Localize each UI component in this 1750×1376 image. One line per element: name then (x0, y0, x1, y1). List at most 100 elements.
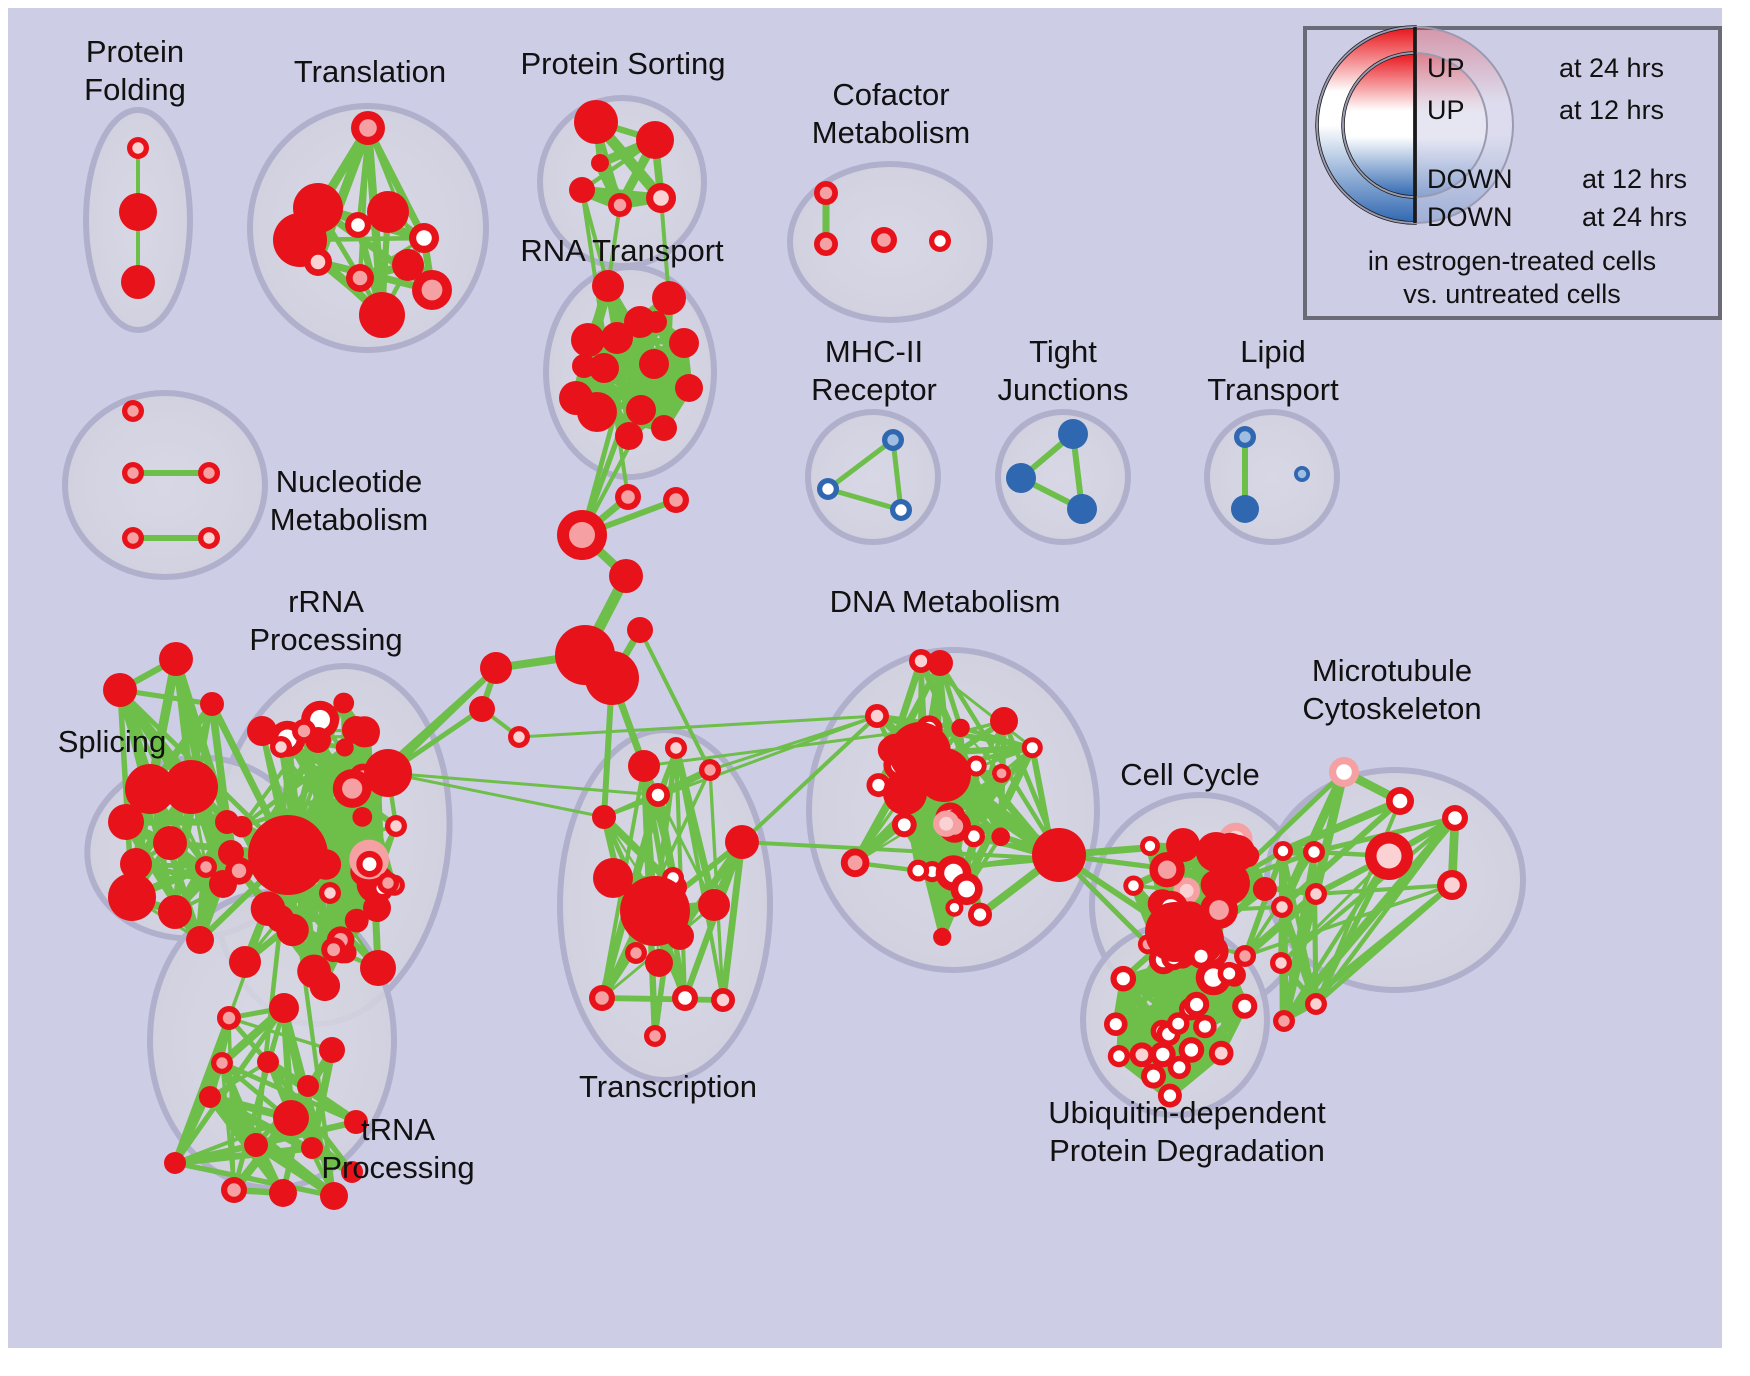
network-node[interactable] (1167, 1055, 1192, 1080)
network-node[interactable] (1178, 1037, 1205, 1063)
network-node[interactable] (344, 1110, 368, 1134)
network-node[interactable] (108, 804, 144, 840)
network-node[interactable] (1157, 1083, 1182, 1108)
network-node[interactable] (195, 856, 217, 878)
network-node[interactable] (646, 183, 676, 213)
network-node[interactable] (711, 988, 735, 1012)
network-node[interactable] (269, 993, 299, 1023)
network-node[interactable] (217, 1006, 241, 1030)
network-node[interactable] (814, 232, 838, 256)
network-node[interactable] (221, 1177, 247, 1203)
network-node[interactable] (1149, 852, 1185, 888)
network-node[interactable] (871, 227, 897, 253)
network-node[interactable] (644, 1025, 666, 1047)
network-node[interactable] (840, 848, 870, 878)
network-node[interactable] (1365, 832, 1413, 880)
network-node[interactable] (319, 882, 341, 904)
network-node[interactable] (883, 771, 927, 815)
network-node[interactable] (333, 692, 355, 714)
network-node[interactable] (672, 985, 698, 1011)
network-node[interactable] (865, 704, 889, 728)
network-node[interactable] (572, 354, 596, 378)
network-node[interactable] (592, 270, 624, 302)
network-node[interactable] (882, 429, 904, 451)
network-node[interactable] (342, 716, 370, 744)
network-node[interactable] (569, 177, 595, 203)
network-node[interactable] (121, 265, 155, 299)
network-node[interactable] (292, 719, 316, 743)
network-node[interactable] (247, 716, 277, 746)
network-node[interactable] (352, 807, 373, 827)
network-node[interactable] (577, 392, 617, 432)
network-node[interactable] (364, 749, 412, 797)
network-node[interactable] (615, 484, 641, 510)
network-node[interactable] (359, 292, 405, 338)
network-node[interactable] (351, 111, 385, 145)
network-node[interactable] (103, 673, 137, 707)
network-node[interactable] (301, 1137, 323, 1159)
network-node[interactable] (1129, 1042, 1155, 1068)
network-node[interactable] (153, 826, 187, 860)
network-node[interactable] (571, 323, 605, 357)
network-node[interactable] (297, 1075, 319, 1097)
network-node[interactable] (589, 353, 619, 383)
network-node[interactable] (725, 825, 759, 859)
network-node[interactable] (626, 395, 656, 425)
network-node[interactable] (1386, 787, 1414, 815)
network-node[interactable] (929, 230, 951, 252)
network-node[interactable] (1021, 737, 1043, 759)
network-node[interactable] (991, 827, 1010, 847)
network-node[interactable] (108, 873, 156, 921)
network-node[interactable] (122, 462, 144, 484)
cluster-ellipse-mhc-ii-receptor[interactable] (805, 409, 941, 545)
network-node[interactable] (248, 815, 328, 895)
network-node[interactable] (950, 872, 983, 906)
network-node[interactable] (332, 769, 372, 808)
network-node[interactable] (341, 1161, 363, 1183)
network-node[interactable] (663, 487, 689, 513)
network-node[interactable] (320, 1182, 348, 1210)
network-node[interactable] (620, 876, 690, 946)
network-node[interactable] (225, 856, 253, 885)
network-node[interactable] (593, 858, 633, 898)
network-node[interactable] (990, 707, 1018, 735)
network-node[interactable] (270, 736, 292, 758)
network-node[interactable] (992, 763, 1011, 783)
network-node[interactable] (609, 559, 643, 593)
network-node[interactable] (601, 322, 633, 354)
network-node[interactable] (159, 642, 193, 676)
network-node[interactable] (335, 738, 354, 757)
cluster-ellipse-lipid-transport[interactable] (1204, 409, 1340, 545)
network-node[interactable] (917, 748, 971, 802)
network-node[interactable] (244, 1133, 268, 1157)
network-node[interactable] (1006, 463, 1036, 493)
network-node[interactable] (1188, 943, 1214, 969)
network-node[interactable] (574, 100, 618, 144)
network-node[interactable] (1329, 757, 1359, 787)
network-node[interactable] (1208, 1040, 1234, 1066)
network-node[interactable] (230, 815, 253, 838)
network-node[interactable] (346, 264, 374, 292)
network-node[interactable] (309, 970, 341, 1002)
network-node[interactable] (625, 942, 647, 964)
network-node[interactable] (1273, 841, 1293, 861)
network-node[interactable] (377, 872, 399, 894)
network-node[interactable] (229, 946, 261, 978)
network-node[interactable] (304, 248, 332, 276)
network-node[interactable] (319, 1037, 345, 1063)
network-node[interactable] (198, 527, 220, 549)
network-node[interactable] (628, 750, 660, 782)
network-node[interactable] (1437, 870, 1467, 900)
network-node[interactable] (951, 718, 970, 738)
network-node[interactable] (1183, 991, 1210, 1018)
network-node[interactable] (1067, 494, 1097, 524)
network-node[interactable] (1271, 896, 1293, 918)
network-node[interactable] (608, 193, 632, 217)
network-node[interactable] (164, 1152, 186, 1174)
network-node[interactable] (1305, 993, 1327, 1015)
network-node[interactable] (1294, 466, 1310, 482)
network-node[interactable] (1166, 1012, 1190, 1035)
network-node[interactable] (817, 478, 839, 500)
network-node[interactable] (669, 328, 699, 358)
network-node[interactable] (508, 726, 530, 748)
